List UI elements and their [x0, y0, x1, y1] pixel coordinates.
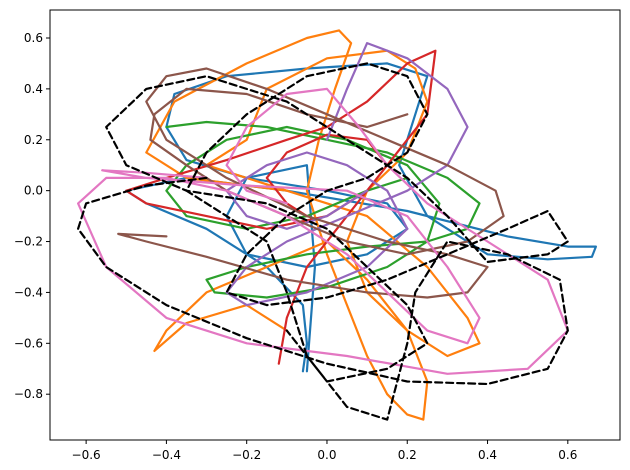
x-tick-label: −0.6	[72, 448, 101, 462]
x-tick-label: 0.6	[558, 448, 577, 462]
series-line-8	[76, 62, 569, 421]
y-axis: 0.6 0.4 0.2 0.0 −0.2 −0.4 −0.6 −0.8	[14, 31, 50, 401]
series-line-6	[117, 67, 505, 299]
y-tick-label: −0.6	[14, 336, 43, 350]
y-tick-label: 0.4	[24, 82, 43, 96]
series-line-4	[125, 49, 437, 365]
x-tick-label: −0.4	[152, 448, 181, 462]
y-tick-label: 0.0	[24, 184, 43, 198]
x-tick-label: 0.0	[317, 448, 336, 462]
plot-frame	[49, 9, 621, 441]
y-tick-label: −0.4	[14, 285, 43, 299]
x-tick-label: 0.2	[398, 448, 417, 462]
y-tick-label: 0.2	[24, 133, 43, 147]
series-line-7	[76, 87, 569, 375]
y-tick-label: −0.8	[14, 387, 43, 401]
x-tick-label: 0.4	[478, 448, 497, 462]
y-tick-label: 0.6	[24, 31, 43, 45]
x-tick-label: −0.2	[232, 448, 261, 462]
series-layer	[76, 29, 598, 421]
x-axis: −0.6 −0.4 −0.2 0.0 0.2 0.4 0.6	[72, 440, 577, 462]
y-tick-label: −0.2	[14, 235, 43, 249]
series-line-3	[165, 120, 481, 299]
